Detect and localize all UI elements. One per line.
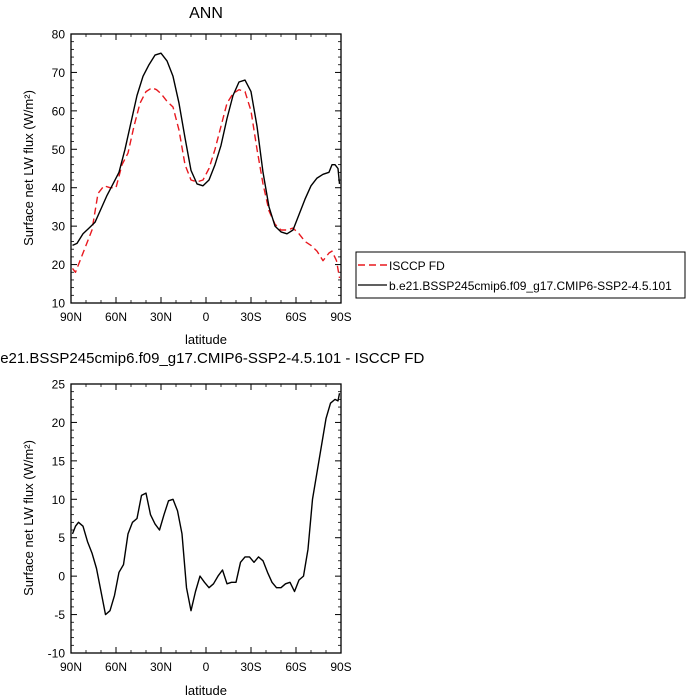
x-tick-label: 90N	[60, 660, 82, 674]
series-line-isccp	[71, 87, 341, 279]
y-tick-label: 10	[52, 297, 66, 311]
y-tick-label: 20	[52, 416, 66, 430]
bottom-plot-frame	[70, 383, 342, 654]
top-y-axis: 10 20 30 40 50 60 70 80	[52, 28, 341, 311]
top-y-axis-label: Surface net LW flux (W/m²)	[21, 90, 36, 246]
bottom-chart-title: b.e21.BSSP245cmip6.f09_g17.CMIP6-SSP2-4.…	[0, 350, 424, 367]
bottom-x-axis: 90N 60N 30N 0 30S 60S 90S	[60, 384, 352, 674]
bottom-y-axis: -10 -5 0 5 10 15 20 25	[48, 378, 341, 661]
x-tick-label: 0	[203, 310, 210, 324]
series-line-model	[72, 52, 341, 247]
y-tick-label: 40	[52, 181, 66, 195]
legend-box	[355, 251, 686, 299]
x-tick-label: 60N	[105, 310, 127, 324]
y-tick-label: 60	[52, 104, 66, 118]
y-tick-label: 70	[52, 66, 66, 80]
y-tick-label: 30	[52, 220, 66, 234]
legend-label-model: b.e21.BSSP245cmip6.f09_g17.CMIP6-SSP2-4.…	[389, 279, 672, 293]
y-tick-label: -10	[48, 647, 66, 661]
y-tick-label: 15	[52, 454, 66, 468]
x-tick-label: 90S	[330, 310, 351, 324]
y-tick-label: 5	[58, 531, 65, 545]
legend: ISCCP FD b.e21.BSSP245cmip6.f09_g17.CMIP…	[355, 251, 686, 299]
y-tick-label: 10	[52, 493, 66, 507]
y-tick-label: -5	[54, 608, 65, 622]
x-tick-label: 60S	[285, 660, 306, 674]
x-tick-label: 30N	[150, 310, 172, 324]
y-tick-label: 80	[52, 28, 66, 42]
x-tick-label: 30N	[150, 660, 172, 674]
top-x-axis: 90N 60N 30N 0 30S 60S 90S	[60, 34, 352, 324]
y-tick-label: 25	[52, 378, 66, 392]
bottom-y-axis-label: Surface net LW flux (W/m²)	[21, 440, 36, 596]
bottom-x-axis-label: latitude	[185, 683, 227, 698]
bottom-plot-lines	[71, 393, 341, 616]
y-tick-label: 20	[52, 258, 66, 272]
x-tick-label: 60S	[285, 310, 306, 324]
bottom-panel: b.e21.BSSP245cmip6.f09_g17.CMIP6-SSP2-4.…	[0, 350, 424, 698]
legend-label-isccp: ISCCP FD	[389, 259, 445, 273]
x-tick-label: 0	[203, 660, 210, 674]
x-tick-label: 30S	[240, 310, 261, 324]
y-tick-label: 0	[58, 570, 65, 584]
top-plot-frame	[70, 33, 342, 304]
top-x-axis-label: latitude	[185, 332, 227, 347]
series-line-difference	[71, 393, 341, 616]
top-panel: ANN 10 20 30 40 50 60 70 80 90N 60N 30N 0 30S 60S 90S…	[21, 5, 686, 347]
x-tick-label: 60N	[105, 660, 127, 674]
x-tick-label: 30S	[240, 660, 261, 674]
top-plot-lines	[71, 52, 341, 279]
x-tick-label: 90N	[60, 310, 82, 324]
y-tick-label: 50	[52, 143, 66, 157]
top-chart-title: ANN	[189, 5, 223, 22]
x-tick-label: 90S	[330, 660, 351, 674]
